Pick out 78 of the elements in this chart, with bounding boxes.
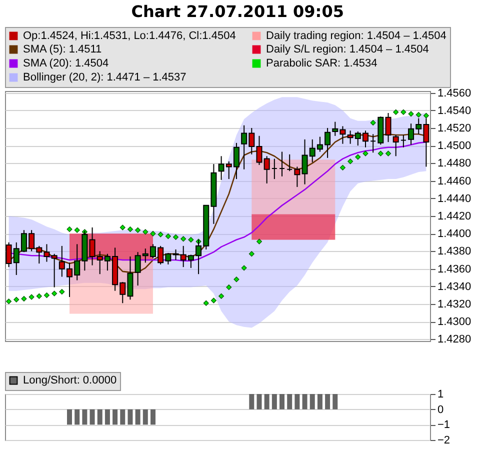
point xyxy=(135,227,141,233)
y-tick-label: 1 xyxy=(438,388,444,400)
point xyxy=(400,109,406,115)
y-tick-label: 1.4560 xyxy=(438,87,472,100)
legend-label: Daily S/L region: 1.4504 – 1.4504 xyxy=(266,44,429,56)
point xyxy=(241,265,247,271)
y-tick-label: −2 xyxy=(438,434,450,446)
point xyxy=(180,236,186,242)
y-tick-label: 1.4540 xyxy=(438,104,472,117)
point xyxy=(203,300,209,306)
chart-title: Chart 27.07.2011 09:05 xyxy=(131,2,344,21)
point xyxy=(210,298,216,304)
point xyxy=(158,232,164,238)
point xyxy=(234,276,240,282)
candlestick xyxy=(392,134,399,157)
y-tick-label: 1.4320 xyxy=(438,298,472,311)
point xyxy=(256,238,262,244)
legend-label: SMA (20): 1.4504 xyxy=(23,58,109,70)
point xyxy=(188,237,194,243)
y-tick-label: 1.4520 xyxy=(438,122,472,134)
candlestick xyxy=(264,156,270,184)
point xyxy=(120,224,126,230)
y-tick-label: 1.4480 xyxy=(438,158,472,170)
candlestick xyxy=(370,134,376,154)
y-tick-label: 1.4360 xyxy=(438,263,472,276)
point xyxy=(165,233,171,239)
point xyxy=(127,226,133,232)
point xyxy=(226,284,232,290)
candlestick xyxy=(400,134,406,148)
y-tick-label: 1.4300 xyxy=(438,316,472,328)
legend-label: SMA (5): 1.4511 xyxy=(23,44,102,56)
point xyxy=(150,230,156,236)
point xyxy=(416,112,422,118)
point xyxy=(340,164,346,170)
point xyxy=(370,120,376,126)
point xyxy=(173,234,179,240)
y-tick-label: 1.4280 xyxy=(438,334,472,346)
point xyxy=(142,229,148,235)
legend-label: Op:1.4524, Hi:1.4531, Lo:1.4476, Cl:1.4504 xyxy=(23,30,236,42)
point xyxy=(52,290,58,296)
candlestick xyxy=(271,158,278,180)
point xyxy=(423,112,429,118)
point xyxy=(362,150,368,156)
y-tick-label: 1.4340 xyxy=(438,280,472,293)
legend-label: Daily trading region: 1.4504 – 1.4504 xyxy=(266,30,446,42)
point xyxy=(36,293,42,299)
candlestick xyxy=(294,166,300,188)
y-tick-label: 1.4400 xyxy=(438,228,472,240)
legend-label: Bollinger (20, 2): 1.4471 – 1.4537 xyxy=(23,72,186,84)
point xyxy=(6,298,12,304)
candlestick xyxy=(51,253,58,288)
candlestick xyxy=(286,154,293,172)
y-tick-label: −1 xyxy=(438,419,450,432)
point xyxy=(386,150,392,156)
point xyxy=(393,109,399,115)
point xyxy=(14,296,20,302)
point xyxy=(218,293,224,299)
legend-label: Long/Short: 0.0000 xyxy=(23,374,117,386)
point xyxy=(66,226,72,232)
y-tick-label: 1.4460 xyxy=(438,175,472,188)
candlestick xyxy=(279,151,286,177)
candlestick xyxy=(385,112,392,143)
point xyxy=(378,150,384,156)
point xyxy=(248,251,254,257)
legend-label: Parabolic SAR: 1.4534 xyxy=(266,58,378,70)
point xyxy=(21,296,27,302)
point xyxy=(408,111,414,117)
y-tick-label: 1.4500 xyxy=(438,140,472,152)
y-tick-label: 0 xyxy=(438,404,444,416)
point xyxy=(348,158,354,164)
point xyxy=(28,294,34,300)
point xyxy=(355,154,361,160)
y-tick-label: 1.4420 xyxy=(438,210,472,222)
y-tick-label: 1.4440 xyxy=(438,192,472,205)
point xyxy=(74,227,80,233)
y-tick-label: 1.4380 xyxy=(438,246,472,258)
point xyxy=(44,292,50,298)
point xyxy=(59,288,65,294)
